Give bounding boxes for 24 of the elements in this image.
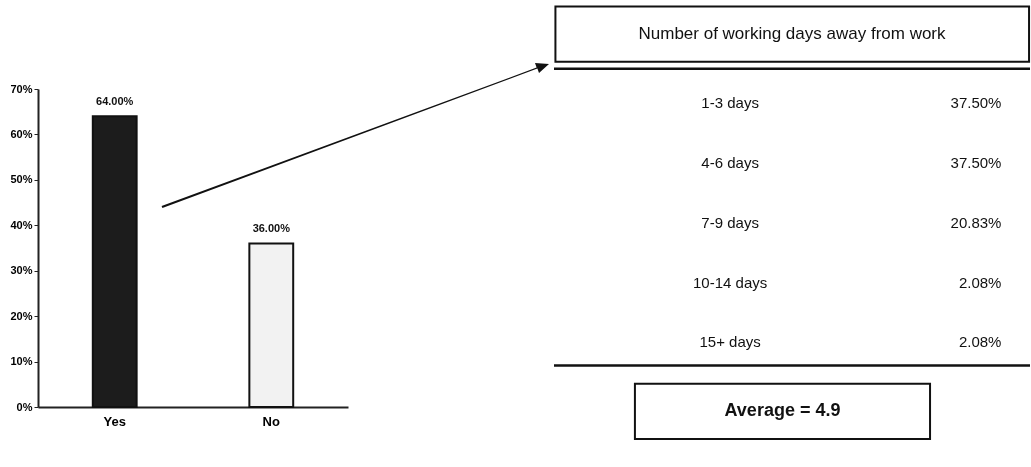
text: Average = 4.9 bbox=[724, 400, 841, 421]
y-tick-label: 0% bbox=[16, 400, 33, 413]
text: 37.50% bbox=[950, 94, 1002, 112]
y-tick-label: 40% bbox=[10, 218, 33, 231]
text: 2.08% bbox=[958, 333, 1002, 351]
data-label: 36.00% bbox=[252, 222, 291, 235]
y-tick-label: 70% bbox=[10, 82, 33, 95]
y-tick-label: 50% bbox=[10, 173, 33, 186]
data-label: 64.00% bbox=[96, 95, 134, 108]
y-tick-label: 30% bbox=[10, 264, 33, 277]
y-tick-label: 60% bbox=[10, 127, 33, 140]
y-tick-label: 10% bbox=[10, 355, 33, 368]
text: 20.83% bbox=[950, 213, 1002, 231]
category-label: 10-14 days bbox=[693, 273, 768, 291]
text: 37.50% bbox=[950, 154, 1002, 171]
x-tick-label: No bbox=[262, 413, 280, 429]
category-label: 1-3 days bbox=[701, 94, 759, 112]
text: Number of working days away from work bbox=[638, 24, 947, 44]
category-label: 7-9 days bbox=[701, 213, 759, 231]
x-tick-label: Yes bbox=[103, 413, 126, 429]
category-label: 15+ days bbox=[699, 333, 761, 351]
y-tick-label: 20% bbox=[10, 309, 33, 322]
category-label: 4-6 days bbox=[701, 154, 759, 171]
text: 2.08% bbox=[958, 273, 1002, 291]
